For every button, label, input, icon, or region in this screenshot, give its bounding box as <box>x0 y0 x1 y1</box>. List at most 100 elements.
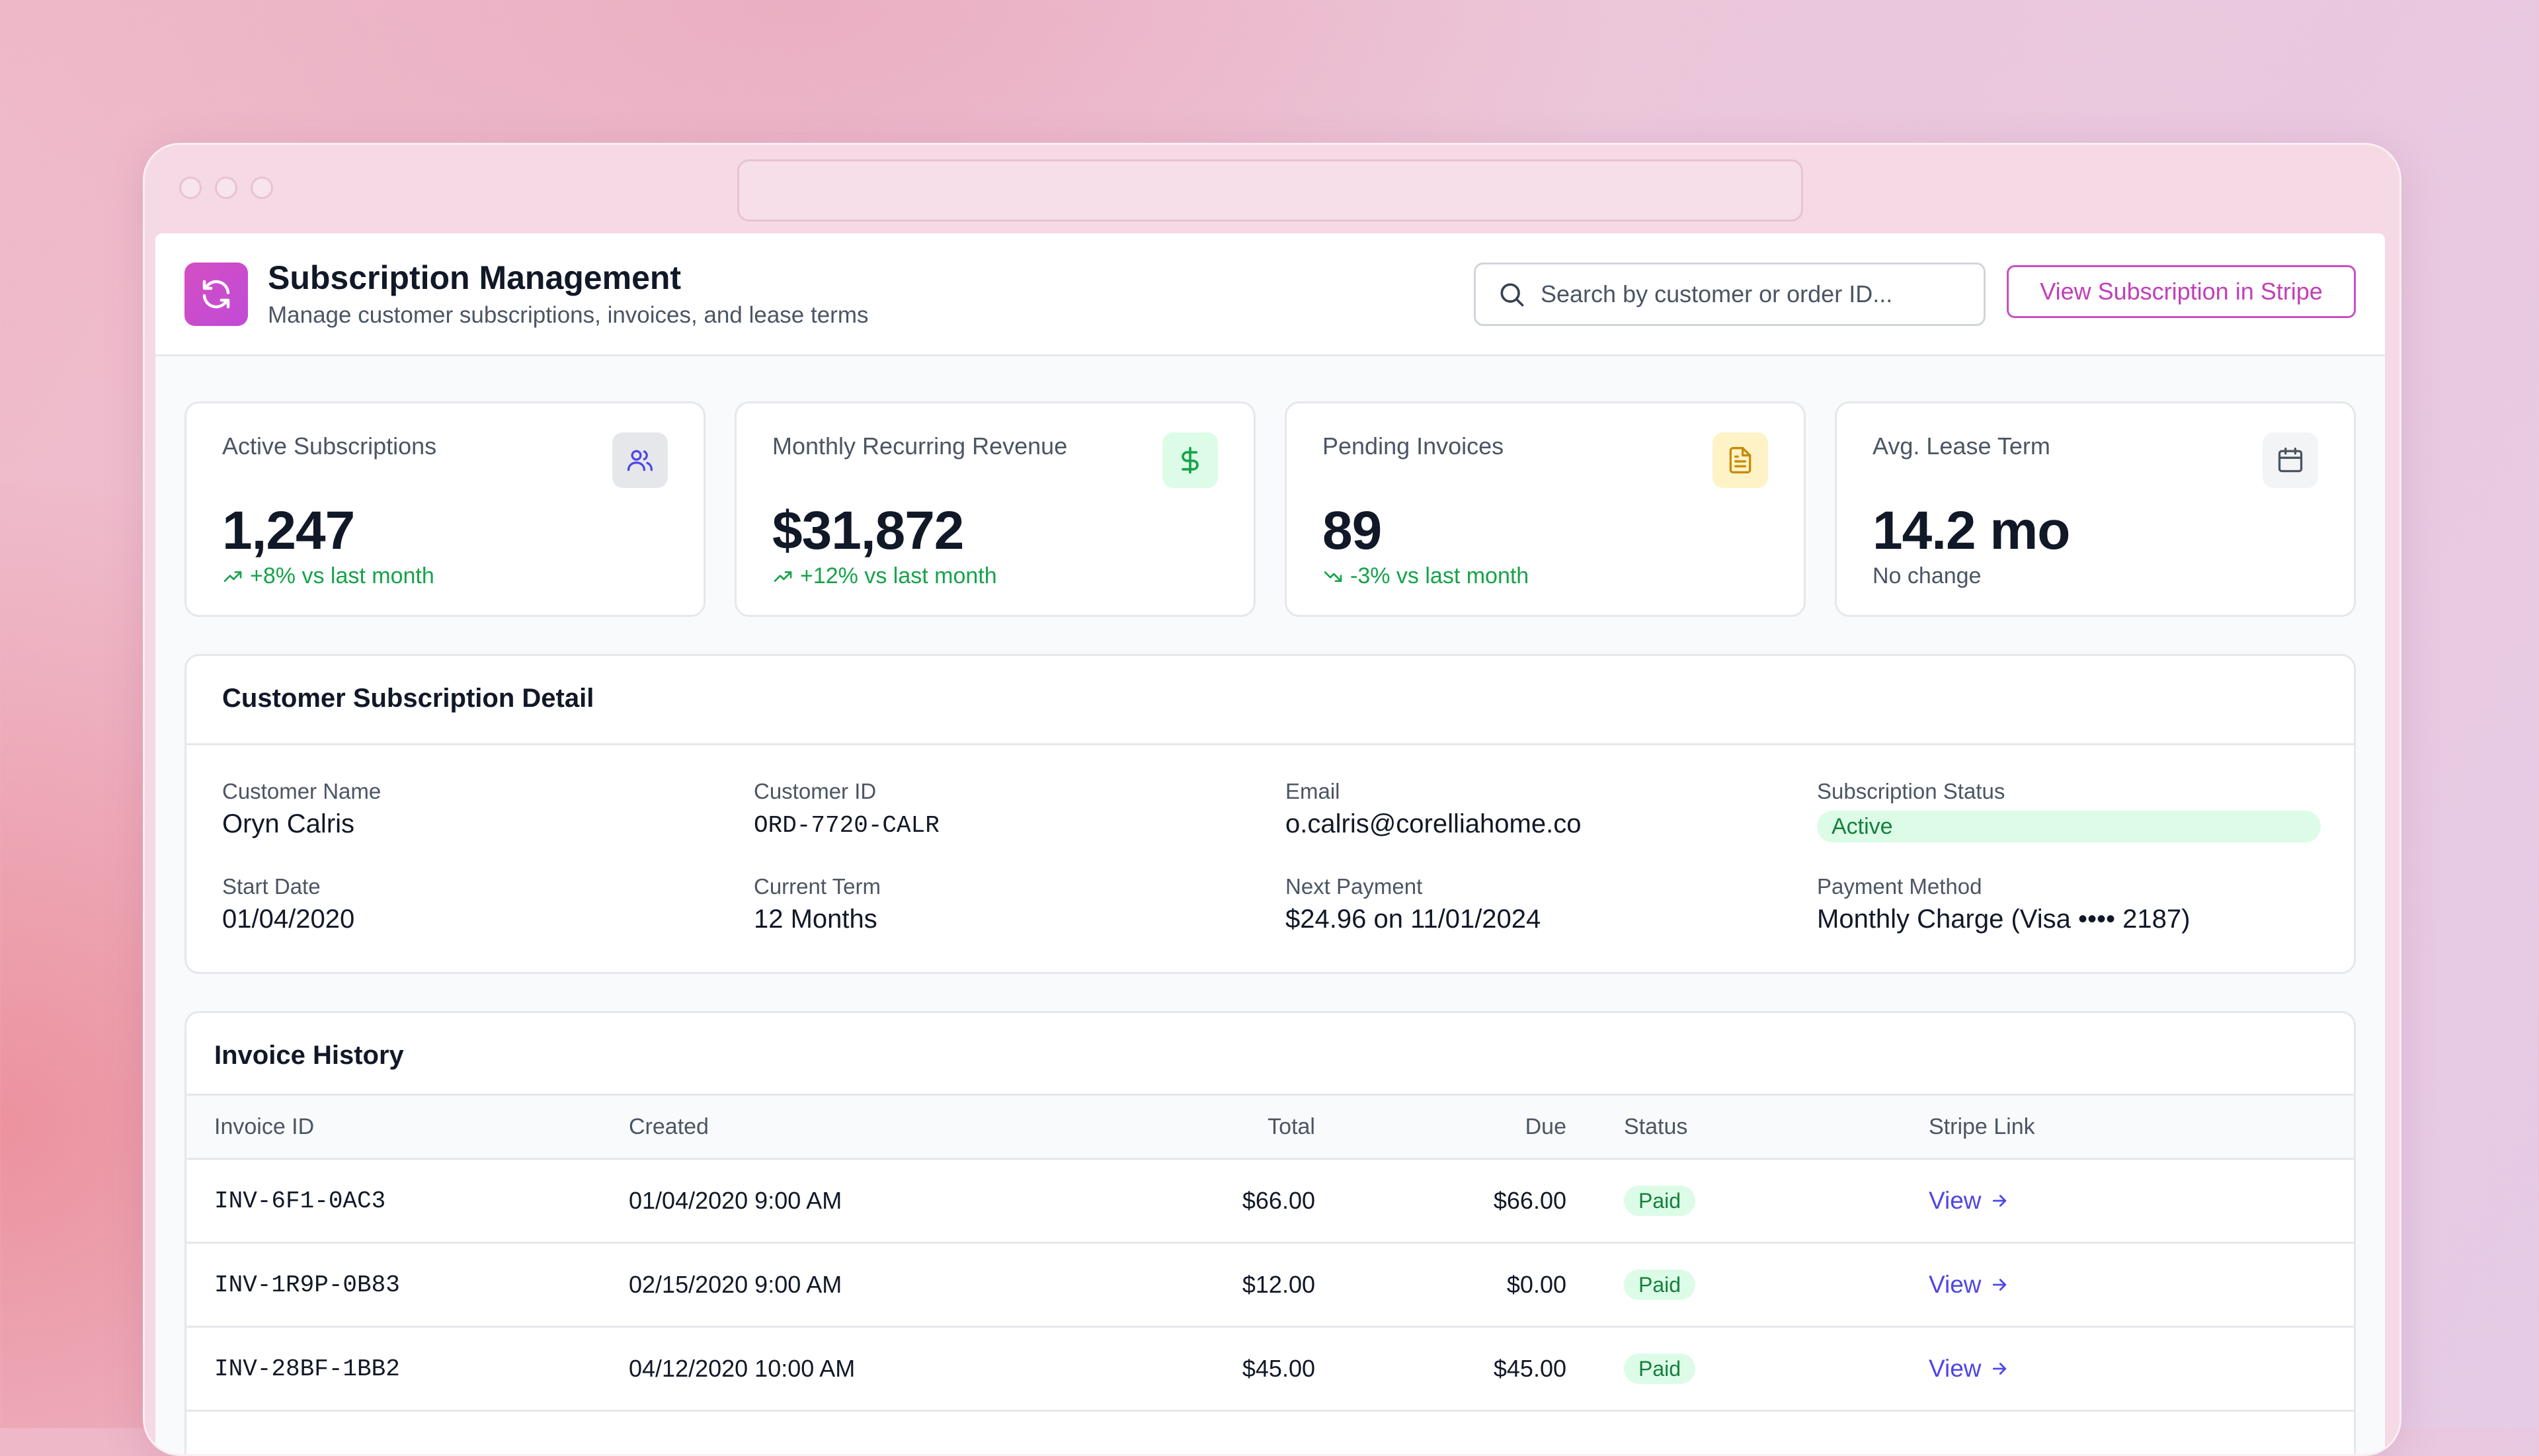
invoice-table: Invoice ID Created Total Due Status Stri… <box>186 1094 2354 1412</box>
invoice-id-cell: INV-6F1-0AC3 <box>186 1158 628 1244</box>
total-cell: $12.00 <box>1051 1242 1316 1328</box>
next-payment-label: Next Payment <box>1285 874 1423 899</box>
stripe-link-cell: View <box>1928 1326 2354 1412</box>
table-row: INV-1R9P-0B83 02/15/2020 9:00 AM $12.00 … <box>186 1242 2354 1328</box>
total-cell: $45.00 <box>1051 1326 1316 1412</box>
trending-up-icon <box>774 571 792 582</box>
document-icon <box>1713 432 1768 488</box>
start-date-value: 01/04/2020 <box>222 905 355 934</box>
dollar-icon <box>1162 432 1218 488</box>
browser-window: Subscription Management Manage customer … <box>143 143 2401 1456</box>
arrow-right-icon <box>1992 1279 2006 1291</box>
table-row: INV-28BF-1BB2 04/12/2020 10:00 AM $45.00… <box>186 1326 2354 1412</box>
email-label: Email <box>1285 779 1340 803</box>
status-cell: Paid <box>1567 1326 1928 1412</box>
stat-trend-text: No change <box>1873 563 1982 588</box>
address-bar[interactable] <box>737 159 1803 222</box>
current-term-value: 12 Months <box>754 905 877 934</box>
stat-trend-text: +8% vs last month <box>250 563 434 588</box>
customer-id-value: ORD-7720-CALR <box>754 812 940 839</box>
view-invoice-link[interactable]: View <box>1929 1187 2009 1215</box>
view-link-label: View <box>1929 1187 1982 1214</box>
start-date-label: Start Date <box>222 874 321 899</box>
status-badge: Active <box>1817 811 2321 842</box>
divider <box>186 743 2354 745</box>
subscription-status-label: Subscription Status <box>1817 779 2005 803</box>
due-cell: $0.00 <box>1316 1242 1567 1328</box>
panel-title: Customer Subscription Detail <box>222 684 594 713</box>
view-invoice-link[interactable]: View <box>1929 1355 2009 1383</box>
stat-card-avg-lease-term: Avg. Lease Term 14.2 mo No change <box>1835 401 2356 617</box>
arrow-right-icon <box>1992 1363 2006 1375</box>
arrow-right-icon <box>1992 1195 2006 1207</box>
stripe-link-cell: View <box>1928 1242 2354 1328</box>
stat-value: 89 <box>1322 501 1382 561</box>
stat-label: Pending Invoices <box>1322 432 1504 460</box>
table-header-row: Invoice ID Created Total Due Status Stri… <box>186 1094 2354 1160</box>
search-icon <box>1500 283 1524 307</box>
maximize-window-button[interactable] <box>251 177 273 199</box>
stat-trend: -3% vs last month <box>1322 563 1529 589</box>
stat-trend-text: +12% vs last month <box>800 563 997 588</box>
due-cell: $66.00 <box>1316 1158 1567 1244</box>
close-window-button[interactable] <box>179 177 202 199</box>
invoice-history-panel: Invoice History Invoice ID Created Total… <box>184 1011 2356 1454</box>
column-header-created[interactable]: Created <box>628 1094 1051 1160</box>
payment-method-value: Monthly Charge (Visa •••• 2187) <box>1817 905 2191 934</box>
column-header-stripe-link[interactable]: Stripe Link <box>1928 1094 2354 1160</box>
status-badge: Paid <box>1624 1354 1696 1384</box>
view-in-stripe-button[interactable]: View Subscription in Stripe <box>2007 265 2356 318</box>
stat-trend: No change <box>1873 563 1981 589</box>
calendar-icon <box>2263 432 2318 488</box>
view-invoice-link[interactable]: View <box>1929 1271 2009 1299</box>
stat-label: Active Subscriptions <box>222 432 437 460</box>
stat-card-mrr: Monthly Recurring Revenue $31,872 +12% v… <box>735 401 1256 617</box>
customer-name-label: Customer Name <box>222 779 382 803</box>
customer-name-value: Oryn Calris <box>222 809 355 838</box>
column-header-due[interactable]: Due <box>1316 1094 1567 1160</box>
window-controls <box>179 177 273 199</box>
search-input[interactable] <box>1539 280 1965 309</box>
stat-value: 14.2 mo <box>1873 501 2070 561</box>
stat-card-pending-invoices: Pending Invoices 89 -3% vs last month <box>1285 401 1806 617</box>
invoice-id-cell: INV-28BF-1BB2 <box>186 1326 628 1412</box>
view-link-label: View <box>1929 1355 1982 1382</box>
total-cell: $66.00 <box>1051 1158 1316 1244</box>
sync-icon <box>184 263 248 326</box>
users-icon <box>612 432 668 488</box>
stripe-link-cell: View <box>1928 1158 2354 1244</box>
created-cell: 02/15/2020 9:00 AM <box>628 1242 1051 1328</box>
stat-label: Monthly Recurring Revenue <box>772 432 1068 460</box>
customer-detail-panel: Customer Subscription Detail Customer Na… <box>184 654 2356 974</box>
column-header-status[interactable]: Status <box>1567 1094 1928 1160</box>
status-cell: Paid <box>1567 1242 1928 1328</box>
stat-trend-text: -3% vs last month <box>1350 563 1529 588</box>
status-badge: Paid <box>1624 1186 1696 1216</box>
stat-value: $31,872 <box>772 501 964 561</box>
trending-down-icon <box>1324 571 1342 582</box>
next-payment-value: $24.96 on 11/01/2024 <box>1285 905 1541 934</box>
app-content: Subscription Management Manage customer … <box>155 233 2385 1454</box>
stat-trend: +12% vs last month <box>772 563 997 589</box>
created-cell: 04/12/2020 10:00 AM <box>628 1326 1051 1412</box>
table-row: INV-6F1-0AC3 01/04/2020 9:00 AM $66.00 $… <box>186 1158 2354 1244</box>
due-cell: $45.00 <box>1316 1326 1567 1412</box>
stat-trend: +8% vs last month <box>222 563 434 589</box>
column-header-total[interactable]: Total <box>1051 1094 1316 1160</box>
minimize-window-button[interactable] <box>215 177 237 199</box>
stat-value: 1,247 <box>222 501 355 561</box>
current-term-label: Current Term <box>754 874 881 899</box>
search-box[interactable] <box>1474 263 1986 326</box>
view-link-label: View <box>1929 1271 1982 1298</box>
created-cell: 01/04/2020 9:00 AM <box>628 1158 1051 1244</box>
status-badge: Paid <box>1624 1270 1696 1300</box>
invoice-id-cell: INV-1R9P-0B83 <box>186 1242 628 1328</box>
stat-card-active-subscriptions: Active Subscriptions 1,247 +8% vs last m… <box>184 401 705 617</box>
status-cell: Paid <box>1567 1158 1928 1244</box>
page-subtitle: Manage customer subscriptions, invoices,… <box>268 302 869 328</box>
panel-title: Invoice History <box>214 1041 404 1070</box>
column-header-invoice-id[interactable]: Invoice ID <box>186 1094 628 1160</box>
trending-up-icon <box>223 571 242 582</box>
payment-method-label: Payment Method <box>1817 874 1982 899</box>
email-value: o.calris@corelliahome.co <box>1285 809 1582 838</box>
